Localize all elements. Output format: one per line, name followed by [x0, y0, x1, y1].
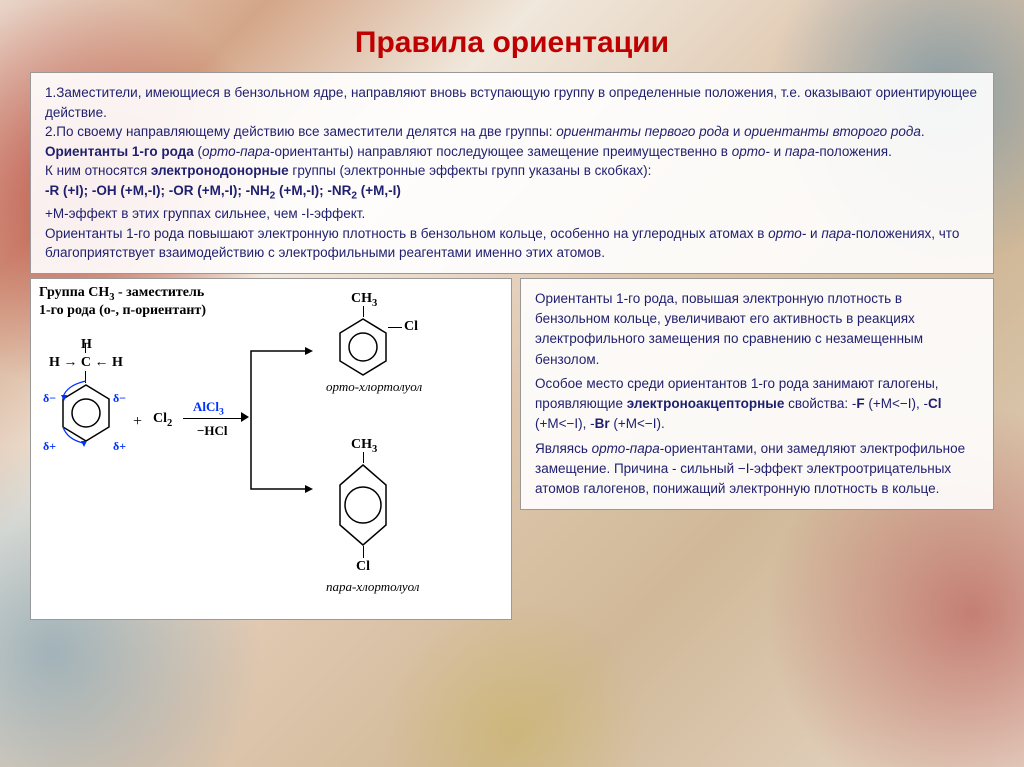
bond: [85, 343, 86, 353]
text: - заместитель: [115, 285, 205, 300]
text: 1-го рода (о-, п-ориентант): [39, 303, 206, 319]
text: свойства: -: [784, 396, 856, 411]
text-emphasis: ориентанты первого рода: [556, 124, 729, 139]
para-product-label: пара-хлортолуол: [326, 579, 419, 595]
fork-arrows: [249, 339, 319, 509]
page-title: Правила ориентации: [30, 26, 994, 60]
bond: [363, 306, 364, 317]
catalyst-label: AlCl3: [193, 399, 224, 418]
right-p3: Являясь орто-пара-ориентантами, они заме…: [535, 439, 979, 500]
text: -положения.: [815, 144, 892, 159]
bond: [363, 452, 364, 463]
para-ring: [336, 463, 390, 557]
intro-p5: +M-эффект в этих группах сильнее, чем -I…: [45, 204, 979, 224]
right-p2: Особое место среди ориентантов 1-го рода…: [535, 374, 979, 435]
text-emphasis: пара: [821, 226, 851, 241]
text: и: [729, 124, 744, 139]
text-bold: электронодонорные: [151, 163, 289, 178]
text: и: [806, 226, 821, 241]
right-text-box: Ориентанты 1-го рода, повышая электронну…: [520, 278, 994, 511]
electron-arrows: [55, 377, 117, 451]
bond: [388, 327, 402, 328]
text-emphasis: ориентанты второго рода: [744, 124, 921, 139]
text-emphasis: орто-пара: [202, 144, 270, 159]
text: -ориентанты) направляют последующее заме…: [270, 144, 732, 159]
diagram-header: Группа CH3 - заместитель 1-го рода (о-, …: [39, 285, 206, 319]
text-bold: Br: [595, 416, 610, 431]
text-emphasis: пара: [785, 144, 815, 159]
text-bold: Cl: [928, 396, 942, 411]
text-bold: электроноакцепторные: [627, 396, 785, 411]
text: и: [770, 144, 785, 159]
reaction-diagram: Группа CH3 - заместитель 1-го рода (о-, …: [30, 278, 512, 620]
intro-text-box: 1.Заместители, имеющиеся в бензольном яд…: [30, 72, 994, 274]
text-emphasis: орто-: [732, 144, 770, 159]
intro-p2: 2.По своему направляющему действию все з…: [45, 122, 979, 142]
intro-effects: -R (+I); -OH (+M,-I); -OR (+M,-I); -NH2 …: [45, 181, 979, 204]
intro-p4: К ним относятся электронодонорные группы…: [45, 161, 979, 181]
plus-sign: +: [133, 413, 142, 431]
h-left: H → C ← H: [49, 355, 123, 371]
ortho-ch3: CH3: [351, 291, 377, 309]
reaction-arrow: [183, 418, 245, 420]
right-p1: Ориентанты 1-го рода, повышая электронну…: [535, 289, 979, 370]
text: .: [921, 124, 925, 139]
h-top: H: [81, 337, 92, 353]
intro-p6: Ориентанты 1-го рода повышают электронну…: [45, 224, 979, 263]
lower-section: Группа CH3 - заместитель 1-го рода (о-, …: [30, 278, 994, 620]
text-bold: F: [856, 396, 864, 411]
text: К ним относятся: [45, 163, 151, 178]
text: Группа CH: [39, 285, 109, 300]
intro-p1: 1.Заместители, имеющиеся в бензольном яд…: [45, 83, 979, 122]
ortho-ring: [336, 317, 390, 377]
text: (+M,-I); -NR: [275, 183, 351, 198]
cl2-reagent: Cl2: [153, 411, 172, 429]
para-ch3: CH3: [351, 437, 377, 455]
text: (+M<−I), -: [535, 416, 595, 431]
text: (: [194, 144, 202, 159]
byproduct-label: −HCl: [197, 423, 228, 439]
text: (+M<−I), -: [865, 396, 928, 411]
text-emphasis: орто-: [768, 226, 806, 241]
bond: [363, 546, 364, 558]
content-container: Правила ориентации 1.Заместители, имеющи…: [30, 26, 994, 737]
para-cl: Cl: [356, 559, 370, 575]
text: (+M,-I): [357, 183, 401, 198]
intro-p3: Ориентанты 1-го рода (орто-пара-ориентан…: [45, 142, 979, 162]
text: Являясь: [535, 441, 592, 456]
arrowhead-icon: [241, 412, 249, 422]
text: -R (+I); -OH (+M,-I); -OR (+M,-I); -NH: [45, 183, 270, 198]
ortho-cl: Cl: [404, 319, 418, 335]
text: 2.По своему направляющему действию все з…: [45, 124, 556, 139]
ortho-product-label: орто-хлортолуол: [326, 379, 422, 395]
text: Ориентанты 1-го рода повышают электронну…: [45, 226, 768, 241]
text-bold: Ориентанты 1-го рода: [45, 144, 194, 159]
text: группы (электронные эффекты групп указан…: [289, 163, 652, 178]
text-emphasis: орто-пара: [592, 441, 660, 456]
text: (+M<−I).: [610, 416, 665, 431]
